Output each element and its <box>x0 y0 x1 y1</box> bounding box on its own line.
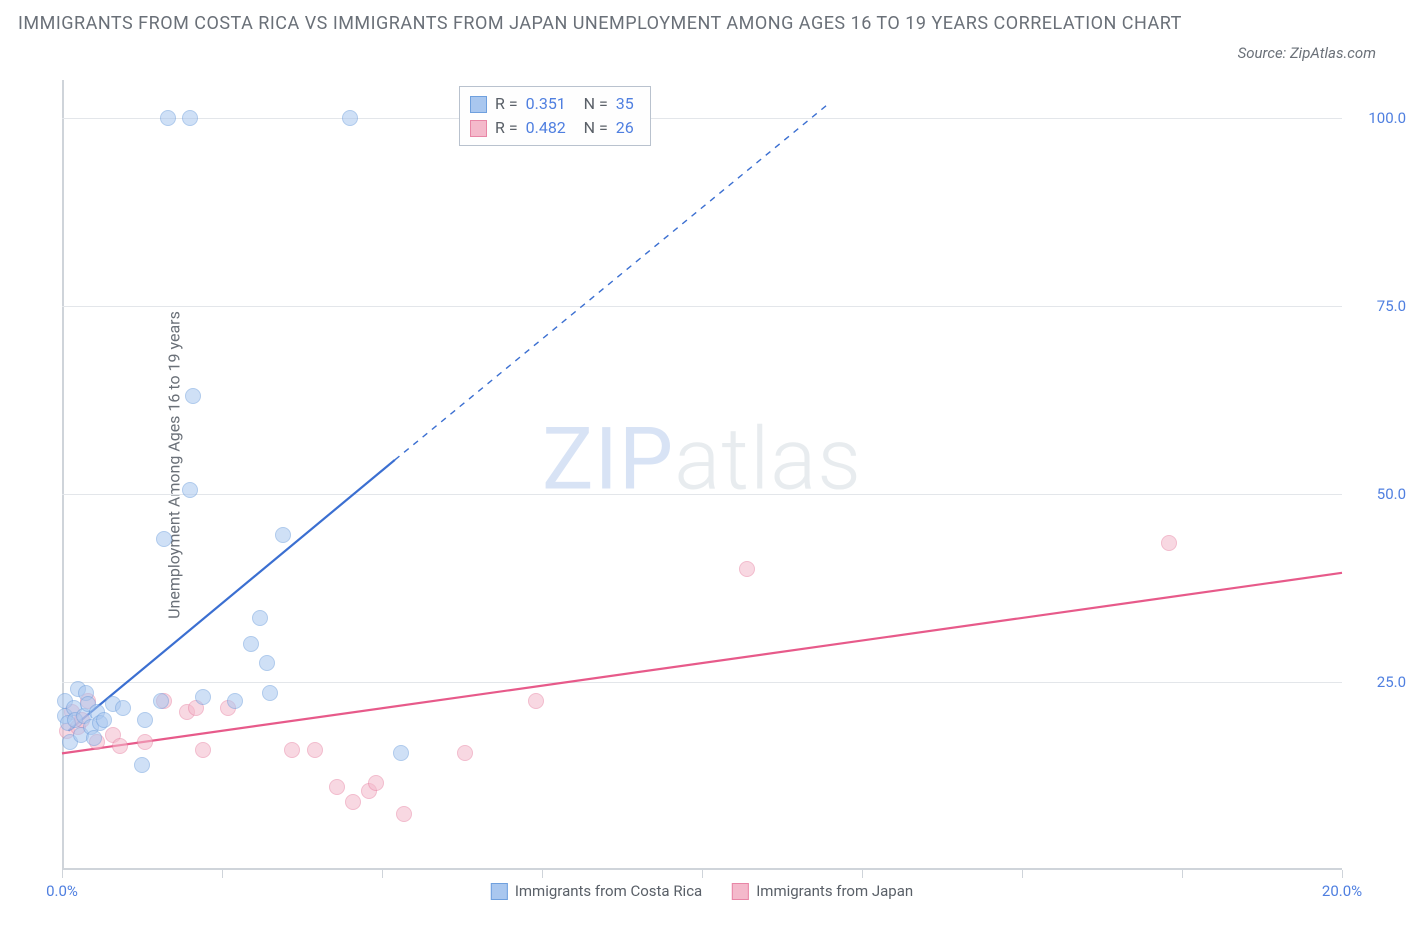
data-point <box>160 110 176 126</box>
data-point <box>307 742 323 758</box>
stats-row: R = 0.351 N = 35 <box>470 92 636 116</box>
x-tick <box>1182 870 1183 878</box>
plot-area: 25.0%50.0%75.0%100.0% 0.0%20.0% ZIPatlas… <box>62 80 1342 870</box>
stats-swatch <box>470 120 487 137</box>
data-point <box>112 738 128 754</box>
data-point <box>284 742 300 758</box>
trend-line <box>68 460 394 731</box>
data-point <box>1161 535 1177 551</box>
data-point <box>195 742 211 758</box>
x-tick <box>862 870 863 878</box>
x-tick <box>382 870 383 878</box>
data-point <box>342 110 358 126</box>
x-tick <box>222 870 223 878</box>
stats-row: R = 0.482 N = 26 <box>470 116 636 140</box>
stats-r-value: 0.351 <box>526 92 576 116</box>
stats-r-label: R = <box>495 116 518 140</box>
data-point <box>329 779 345 795</box>
x-tick <box>702 870 703 878</box>
y-tick-label: 25.0% <box>1352 673 1406 691</box>
data-point <box>156 531 172 547</box>
correlation-stats-box: R = 0.351 N = 35 R = 0.482 N = 26 <box>459 86 651 146</box>
gridline-h <box>62 306 1342 307</box>
data-point <box>345 794 361 810</box>
data-point <box>275 527 291 543</box>
data-point <box>96 712 112 728</box>
data-point <box>259 655 275 671</box>
stats-n-value: 26 <box>616 116 636 140</box>
y-tick-label: 50.0% <box>1352 485 1406 503</box>
data-point <box>252 610 268 626</box>
source-label: Source: ZipAtlas.com <box>1238 44 1376 62</box>
data-point <box>153 693 169 709</box>
data-point <box>739 561 755 577</box>
data-point <box>396 806 412 822</box>
data-point <box>86 730 102 746</box>
y-tick-label: 100.0% <box>1352 109 1406 127</box>
legend-label-japan: Immigrants from Japan <box>756 882 913 900</box>
chart-title: IMMIGRANTS FROM COSTA RICA VS IMMIGRANTS… <box>18 10 1186 37</box>
data-point <box>243 636 259 652</box>
legend-label-costa-rica: Immigrants from Costa Rica <box>515 882 702 900</box>
gridline-h <box>62 682 1342 683</box>
trend-lines <box>62 80 1342 870</box>
y-tick-label: 75.0% <box>1352 297 1406 315</box>
stats-r-label: R = <box>495 92 518 116</box>
x-tick-label: 0.0% <box>46 882 78 900</box>
bottom-legend: Immigrants from Costa Rica Immigrants fr… <box>491 882 913 900</box>
data-point <box>115 700 131 716</box>
legend-swatch-costa-rica <box>491 883 508 900</box>
data-point <box>528 693 544 709</box>
legend-item-costa-rica: Immigrants from Costa Rica <box>491 882 702 900</box>
data-point <box>137 712 153 728</box>
data-point <box>137 734 153 750</box>
stats-swatch <box>470 96 487 113</box>
gridline-h <box>62 494 1342 495</box>
stats-r-value: 0.482 <box>526 116 576 140</box>
stats-n-value: 35 <box>616 92 636 116</box>
data-point <box>457 745 473 761</box>
x-tick <box>542 870 543 878</box>
data-point <box>134 757 150 773</box>
legend-swatch-japan <box>732 883 749 900</box>
x-tick-label: 20.0% <box>1322 882 1362 900</box>
gridline-h <box>62 118 1342 119</box>
data-point <box>368 775 384 791</box>
x-tick <box>1022 870 1023 878</box>
trend-line <box>62 573 1342 754</box>
data-point <box>393 745 409 761</box>
stats-n-label: N = <box>584 116 608 140</box>
stats-n-label: N = <box>584 92 608 116</box>
legend-item-japan: Immigrants from Japan <box>732 882 913 900</box>
data-point <box>227 693 243 709</box>
data-point <box>185 388 201 404</box>
data-point <box>182 482 198 498</box>
x-tick <box>62 870 63 878</box>
x-tick <box>1342 870 1343 878</box>
y-axis-line <box>62 80 64 870</box>
data-point <box>262 685 278 701</box>
trend-line-dashed <box>395 103 830 460</box>
data-point <box>195 689 211 705</box>
data-point <box>182 110 198 126</box>
